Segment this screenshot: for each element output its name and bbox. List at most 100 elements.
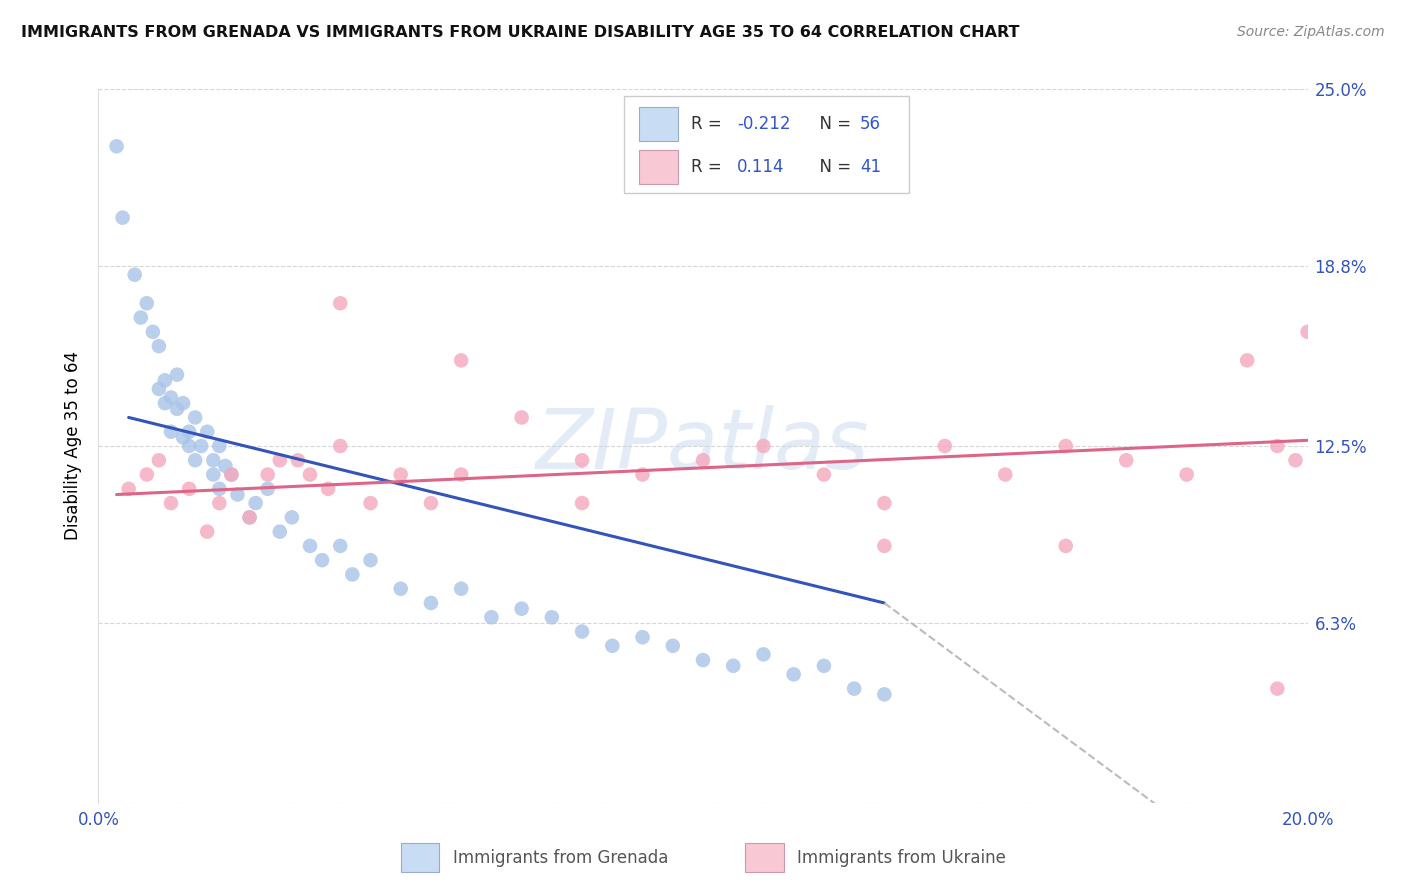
Point [202, 453, 225, 467]
Text: IMMIGRANTS FROM GRENADA VS IMMIGRANTS FROM UKRAINE DISABILITY AGE 35 TO 64 CORRE: IMMIGRANTS FROM GRENADA VS IMMIGRANTS FR… [21, 25, 1019, 40]
Point [450, 353, 472, 368]
Point [994, 467, 1017, 482]
Point [1284, 453, 1306, 467]
Point [256, 467, 278, 482]
Point [172, 396, 194, 410]
Point [135, 467, 157, 482]
Point [148, 382, 170, 396]
Text: R =: R = [690, 158, 733, 176]
Point [311, 553, 333, 567]
Point [873, 687, 896, 701]
Point [510, 410, 533, 425]
Point [172, 430, 194, 444]
Point [329, 296, 352, 310]
Point [1175, 467, 1198, 482]
Point [602, 639, 624, 653]
FancyBboxPatch shape [638, 150, 678, 184]
Point [844, 681, 866, 696]
Point [179, 439, 201, 453]
Point [1267, 681, 1289, 696]
Point [160, 425, 183, 439]
Point [873, 539, 896, 553]
Point [481, 610, 503, 624]
Text: 41: 41 [860, 158, 882, 176]
Point [160, 496, 183, 510]
Point [1296, 325, 1319, 339]
Text: N =: N = [810, 115, 856, 133]
Point [1115, 453, 1137, 467]
Point [389, 582, 412, 596]
Point [208, 482, 231, 496]
Point [153, 373, 176, 387]
Point [360, 553, 382, 567]
Point [135, 296, 157, 310]
Text: R =: R = [690, 115, 727, 133]
Point [179, 425, 201, 439]
Point [752, 648, 775, 662]
Point [129, 310, 152, 325]
Point [631, 467, 654, 482]
Point [571, 453, 593, 467]
Point [571, 496, 593, 510]
Point [142, 325, 165, 339]
Point [540, 610, 562, 624]
Point [631, 630, 654, 644]
Point [571, 624, 593, 639]
Point [299, 539, 322, 553]
Point [124, 268, 146, 282]
Point [195, 524, 218, 539]
Point [329, 539, 352, 553]
Point [692, 653, 714, 667]
Point [450, 582, 472, 596]
Point [239, 510, 262, 524]
Point [166, 368, 188, 382]
FancyBboxPatch shape [401, 844, 440, 872]
Point [208, 496, 231, 510]
Text: ZIPatlas: ZIPatlas [536, 406, 870, 486]
Point [1236, 353, 1258, 368]
Point [239, 510, 262, 524]
Text: 0.114: 0.114 [737, 158, 785, 176]
Point [166, 401, 188, 416]
Point [256, 482, 278, 496]
Point [329, 439, 352, 453]
Point [111, 211, 134, 225]
Point [752, 439, 775, 453]
Point [661, 639, 683, 653]
Point [316, 482, 339, 496]
FancyBboxPatch shape [638, 107, 678, 141]
Point [420, 596, 443, 610]
Point [1054, 539, 1077, 553]
Point [1054, 439, 1077, 453]
Point [873, 496, 896, 510]
FancyBboxPatch shape [624, 96, 908, 193]
Point [190, 439, 212, 453]
Point [342, 567, 364, 582]
Point [221, 467, 243, 482]
Point [226, 487, 249, 501]
Point [269, 524, 291, 539]
Point [692, 453, 714, 467]
Point [184, 453, 207, 467]
Point [450, 467, 472, 482]
Point [360, 496, 382, 510]
Text: -0.212: -0.212 [737, 115, 790, 133]
Point [813, 467, 835, 482]
Text: Immigrants from Ukraine: Immigrants from Ukraine [797, 849, 1007, 867]
Point [299, 467, 322, 482]
Point [208, 439, 231, 453]
Point [420, 496, 443, 510]
Point [389, 467, 412, 482]
Y-axis label: Disability Age 35 to 64: Disability Age 35 to 64 [65, 351, 83, 541]
Point [184, 410, 207, 425]
Point [281, 510, 304, 524]
Point [287, 453, 309, 467]
Point [195, 425, 218, 439]
Text: Immigrants from Grenada: Immigrants from Grenada [453, 849, 668, 867]
Text: N =: N = [810, 158, 856, 176]
Point [269, 453, 291, 467]
Point [245, 496, 267, 510]
Point [221, 467, 243, 482]
Point [202, 467, 225, 482]
Point [813, 658, 835, 673]
